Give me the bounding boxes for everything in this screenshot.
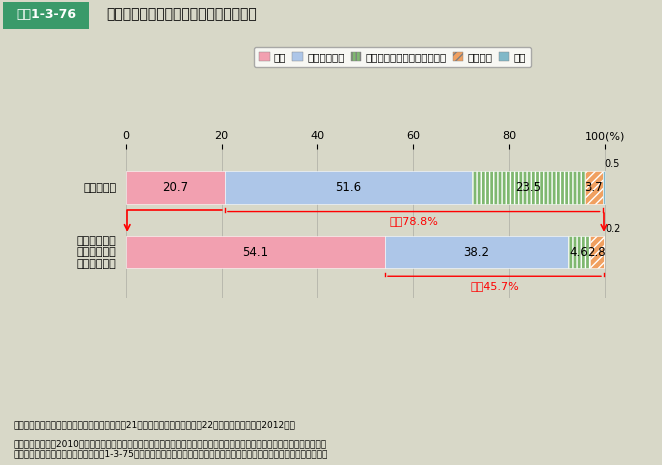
Bar	[126, 172, 225, 204]
Text: 出産１年前: 出産１年前	[83, 183, 117, 193]
Text: 54.1: 54.1	[242, 246, 269, 259]
Text: 3.7: 3.7	[585, 181, 603, 194]
Bar	[225, 172, 472, 204]
FancyBboxPatch shape	[3, 2, 89, 29]
Bar	[385, 236, 568, 268]
Text: （注）　特定年（2010年）の一定時期に出生した子の母の就業状況（育児休業中等の休業を含む。）を見たものであり、出産
　　　後の継続就業率についての図表1-3-: （注） 特定年（2010年）の一定時期に出生した子の母の就業状況（育児休業中等の…	[13, 439, 328, 459]
Text: 23.5: 23.5	[516, 181, 542, 194]
Text: 2.8: 2.8	[587, 246, 606, 259]
Text: 4.6: 4.6	[570, 246, 589, 259]
Text: 第１子出産前後の女性の就業状況の変化: 第１子出産前後の女性の就業状況の変化	[106, 7, 257, 21]
Bar	[568, 236, 590, 268]
Text: 51.6: 51.6	[336, 181, 361, 194]
Text: 38.2: 38.2	[463, 246, 489, 259]
Text: 20.7: 20.7	[162, 181, 189, 194]
Bar	[126, 236, 385, 268]
Text: 資料：厚生労働省大臣官房統計情報部「第１回21世紀出生児縦断調査（平成22年出生児）結果」（2012年）: 資料：厚生労働省大臣官房統計情報部「第１回21世紀出生児縦断調査（平成22年出生…	[13, 421, 295, 430]
Text: 有職45.7%: 有職45.7%	[470, 281, 519, 291]
Bar	[585, 172, 602, 204]
Bar	[590, 236, 604, 268]
Text: 有職78.8%: 有職78.8%	[389, 216, 438, 226]
Text: 出産１年前の
有職者の出産
半年後の状況: 出産１年前の 有職者の出産 半年後の状況	[76, 236, 117, 269]
Text: 0.5: 0.5	[604, 159, 620, 169]
Bar	[602, 172, 605, 204]
Text: 0.2: 0.2	[605, 224, 620, 233]
Bar	[472, 172, 585, 204]
Text: 図表1-3-76: 図表1-3-76	[17, 8, 76, 21]
